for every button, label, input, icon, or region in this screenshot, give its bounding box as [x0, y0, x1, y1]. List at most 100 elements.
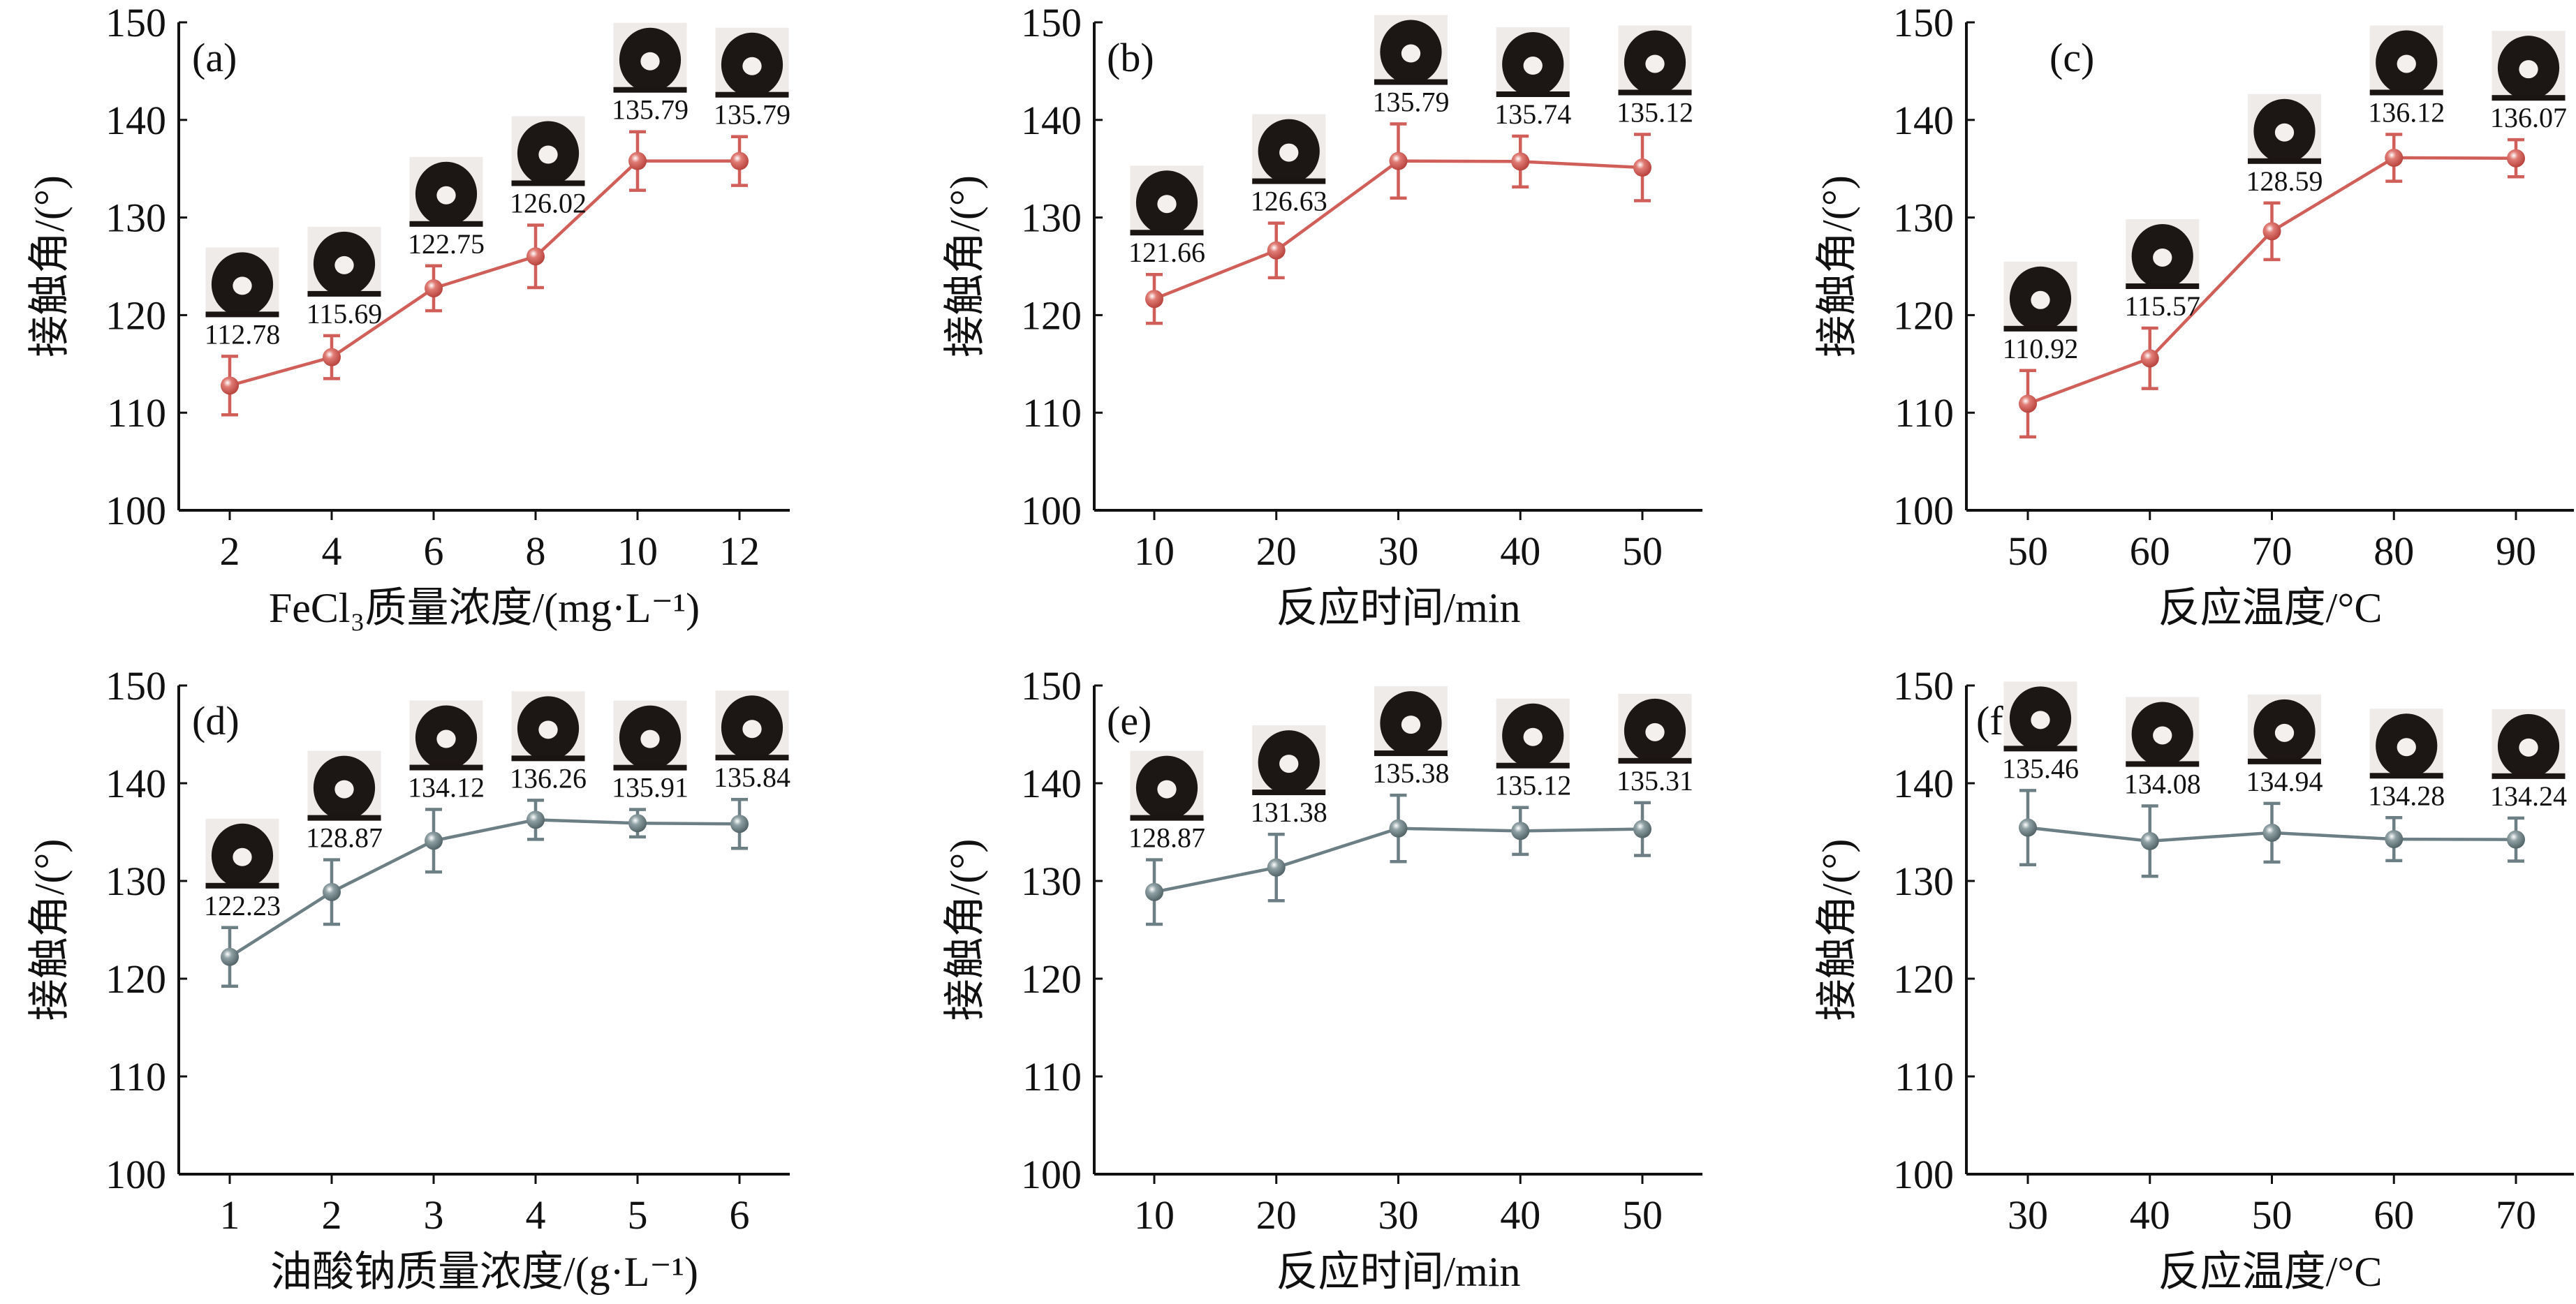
- data-label: 134.08: [2124, 768, 2201, 799]
- y-tick-label: 130: [105, 195, 166, 241]
- y-tick-label: 150: [105, 663, 166, 709]
- droplet-image: [715, 27, 789, 98]
- data-label: 134.24: [2490, 780, 2567, 812]
- chart-panel-d: 100 110 120 130 140 150 1 2 3 4 5 6 油酸钠质量浓度/(g·L⁻¹) 接…: [27, 663, 790, 1295]
- droplet-highlight: [233, 847, 252, 866]
- droplet-highlight: [1279, 755, 1299, 773]
- data-point: [1145, 290, 1163, 309]
- droplet-highlight: [1157, 780, 1177, 799]
- y-tick-label: 120: [1021, 956, 1082, 1002]
- x-tick-label: 12: [719, 528, 760, 574]
- droplet-image: [2126, 697, 2200, 767]
- substrate-bar: [205, 882, 279, 889]
- droplet-image: [715, 690, 789, 761]
- substrate-bar: [511, 180, 585, 186]
- substrate-bar: [613, 87, 687, 93]
- y-tick-label: 140: [1021, 761, 1082, 806]
- y-tick-label: 140: [105, 98, 166, 143]
- y-tick-label: 130: [1021, 859, 1082, 904]
- y-tick-label: 130: [1021, 195, 1082, 241]
- y-axis-title: 接触角/(°): [1814, 175, 1860, 357]
- data-point: [1633, 158, 1651, 177]
- substrate-bar: [1374, 750, 1448, 757]
- droplet-image: [409, 156, 483, 227]
- data-point: [2019, 818, 2037, 837]
- panel-label: (e): [1107, 698, 1151, 743]
- droplet-highlight: [1523, 57, 1543, 75]
- x-tick-label: 6: [424, 528, 444, 574]
- data-point: [2140, 831, 2159, 850]
- substrate-bar: [1374, 79, 1448, 85]
- substrate-bar: [2003, 325, 2077, 332]
- data-label: 121.66: [1128, 237, 1205, 268]
- y-tick-label: 150: [1021, 663, 1082, 709]
- x-axis-title: 反应时间/min: [1276, 1249, 1520, 1295]
- x-tick-label: 70: [2252, 528, 2292, 574]
- y-tick-label: 130: [1893, 859, 1954, 904]
- droplet-highlight: [2153, 726, 2172, 745]
- y-tick-label: 130: [105, 859, 166, 904]
- x-tick-label: 40: [1500, 528, 1540, 574]
- y-tick-label: 150: [105, 0, 166, 45]
- substrate-bar: [1252, 178, 1326, 184]
- data-label: 131.38: [1251, 797, 1327, 828]
- droplet-highlight: [2153, 248, 2172, 267]
- droplet-image: [511, 116, 585, 186]
- data-label: 136.26: [510, 762, 587, 794]
- data-point: [221, 376, 239, 395]
- droplet-highlight: [2274, 723, 2295, 742]
- panel-label: (c): [2049, 35, 2094, 80]
- x-tick-label: 40: [1500, 1192, 1540, 1238]
- droplet-highlight: [742, 57, 762, 75]
- substrate-bar: [409, 764, 483, 771]
- droplet-highlight: [334, 780, 354, 799]
- data-label: 135.79: [714, 99, 790, 131]
- y-axis-title: 接触角/(°): [27, 839, 73, 1021]
- data-label: 135.74: [1494, 98, 1571, 130]
- droplet-highlight: [1523, 727, 1543, 746]
- data-label: 122.23: [204, 890, 281, 921]
- data-point: [527, 247, 545, 266]
- substrate-bar: [1618, 757, 1692, 764]
- y-tick-label: 120: [1021, 292, 1082, 338]
- data-label: 126.02: [510, 188, 587, 219]
- droplet-image: [1496, 698, 1570, 769]
- droplet-highlight: [742, 720, 762, 739]
- y-tick-label: 100: [1893, 488, 1954, 533]
- y-tick-label: 140: [1893, 761, 1954, 806]
- data-label: 136.12: [2368, 96, 2445, 128]
- x-tick-label: 30: [2008, 1192, 2048, 1238]
- x-tick-label: 1: [220, 1192, 240, 1238]
- data-label: 135.79: [1373, 87, 1450, 118]
- y-axis-title: 接触角/(°): [942, 839, 988, 1021]
- data-label: 115.57: [2124, 290, 2200, 322]
- droplet-highlight: [2519, 738, 2538, 757]
- data-point: [2262, 222, 2281, 241]
- x-axis-title: FeCl₃质量浓度/(mg·L⁻¹): [269, 585, 700, 631]
- y-tick-label: 100: [1021, 1152, 1082, 1197]
- data-point: [730, 151, 749, 170]
- data-label: 134.28: [2368, 780, 2445, 811]
- data-point: [1511, 822, 1530, 840]
- substrate-bar: [1618, 89, 1692, 96]
- droplet-highlight: [436, 729, 456, 748]
- droplet-image: [1496, 27, 1570, 98]
- x-tick-label: 30: [1378, 528, 1419, 574]
- substrate-bar: [1496, 91, 1570, 98]
- droplet-highlight: [1279, 143, 1299, 162]
- droplet-image: [511, 691, 585, 762]
- x-axis-title: 反应时间/min: [1276, 585, 1520, 631]
- data-point: [2140, 349, 2159, 368]
- data-point: [1389, 151, 1408, 170]
- y-tick-label: 110: [107, 1054, 166, 1099]
- x-tick-label: 20: [1256, 1192, 1297, 1238]
- droplet-image: [205, 818, 279, 889]
- y-tick-label: 130: [1893, 195, 1954, 241]
- x-tick-label: 4: [322, 528, 342, 574]
- droplet-image: [2003, 261, 2077, 332]
- droplet-image: [2248, 694, 2321, 764]
- substrate-bar: [613, 764, 687, 771]
- x-tick-label: 50: [2252, 1192, 2292, 1238]
- panel-label: (a): [192, 35, 237, 80]
